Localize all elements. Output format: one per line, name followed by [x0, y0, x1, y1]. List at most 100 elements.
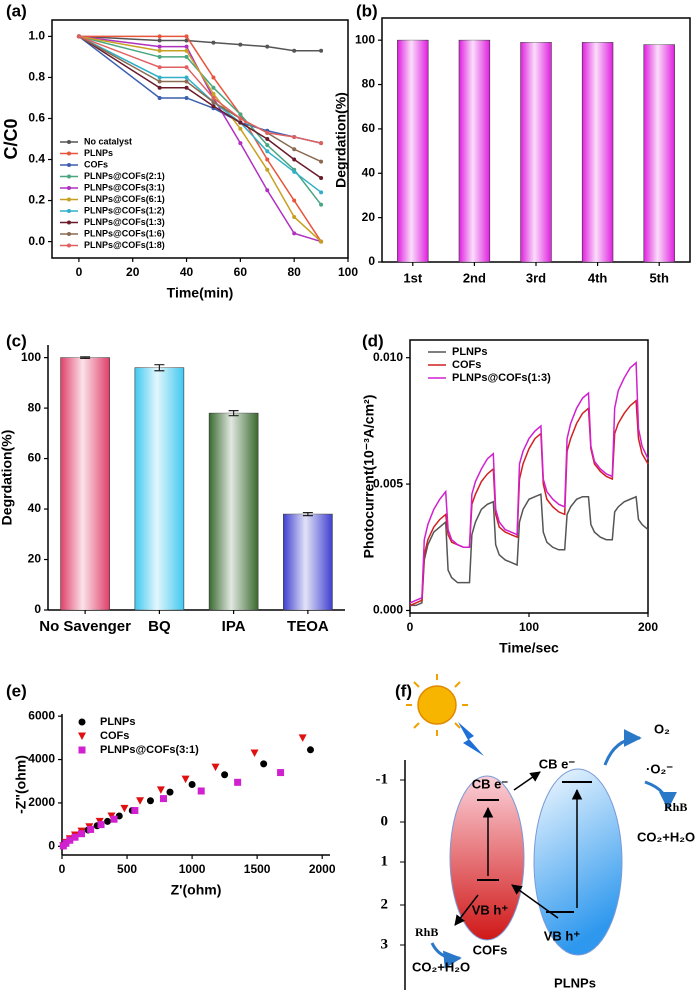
marker [292, 214, 297, 219]
legend-label: No catalyst [84, 136, 132, 146]
marker [292, 157, 297, 162]
marker [211, 763, 220, 772]
y-tick-label: 2000 [28, 795, 55, 809]
marker [211, 100, 216, 105]
y-tick-label: 0.2 [28, 193, 45, 207]
marker [136, 797, 145, 805]
legend-label: PLNPs@COFs(3:1) [100, 744, 199, 756]
marker [87, 825, 95, 833]
marker [66, 836, 74, 844]
legend-label: PLNPs [100, 716, 135, 728]
series-line [78, 35, 322, 206]
legend-label: PLNPs [452, 346, 487, 358]
bar-highlight [209, 413, 259, 610]
series-line [78, 35, 322, 163]
y-tick-label: 0.6 [28, 111, 45, 125]
axis-label: -1 [376, 771, 389, 787]
x-tick-label: 40 [180, 265, 194, 279]
x-tick-label: 0 [76, 265, 83, 279]
marker [319, 159, 324, 164]
series-line [410, 493, 649, 607]
marker [71, 833, 79, 841]
oxidation-arrow [454, 894, 479, 926]
y-tick-label: 60 [28, 451, 42, 465]
mechanism-diagram: (f) -1 0 1 2 3 [376, 674, 695, 990]
marker [110, 815, 118, 823]
marker [184, 54, 189, 59]
marker [188, 781, 196, 788]
marker [62, 839, 70, 847]
y-tick-label: 100 [355, 32, 375, 46]
electron-transfer-arrow [513, 771, 541, 791]
marker [319, 202, 324, 207]
marker [78, 718, 86, 726]
superoxide: ·O₂⁻ [646, 761, 673, 776]
marker [265, 157, 270, 162]
marker [238, 42, 243, 47]
marker [157, 48, 162, 53]
y-axis-label: Degrdation(%) [333, 92, 349, 188]
marker [166, 788, 174, 796]
y-tick-label: 0 [34, 602, 41, 616]
product: CO₂+H₂O [412, 959, 470, 974]
marker [265, 137, 270, 141]
x-tick-label: 3rd [526, 270, 546, 285]
marker [265, 188, 270, 193]
x-tick-label: 1st [403, 270, 422, 285]
y-tick-label: 0 [368, 254, 375, 268]
marker [131, 807, 139, 815]
marker [157, 85, 162, 90]
marker [157, 65, 162, 70]
marker [159, 795, 167, 803]
marker [67, 243, 71, 248]
marker [157, 75, 162, 80]
marker [67, 220, 71, 225]
marker [67, 163, 71, 167]
marker [238, 126, 243, 131]
marker [211, 75, 216, 80]
marker [67, 197, 71, 202]
marker [211, 104, 216, 109]
plnps-label: PLNPs [554, 975, 596, 990]
x-tick-label: 5th [649, 270, 669, 285]
marker [319, 175, 324, 180]
degradation-arrow [430, 942, 462, 969]
marker [157, 34, 162, 39]
marker [234, 778, 242, 786]
series-line [78, 35, 322, 243]
marker [265, 149, 270, 154]
marker [238, 120, 243, 125]
cofs-band [449, 775, 525, 941]
panel-label: (f) [395, 681, 412, 700]
marker [156, 786, 165, 794]
x-tick-label: TEOA [287, 618, 329, 635]
y-tick-label: 0.005 [373, 476, 403, 490]
panel-label: (e) [6, 681, 27, 700]
marker [184, 44, 189, 49]
panel-label: (d) [362, 331, 384, 350]
marker [221, 771, 229, 779]
series-line [409, 361, 649, 604]
cofs-label: COFs [473, 942, 508, 957]
marker [238, 112, 243, 117]
marker [78, 830, 86, 838]
marker [260, 760, 268, 768]
y-axis-label: -Z"(ohm) [13, 755, 29, 814]
marker [277, 769, 285, 777]
legend-label: PLNPs [84, 148, 113, 158]
sun [406, 674, 468, 736]
y-tick-label: 4000 [28, 752, 55, 766]
x-tick-label: 20 [126, 265, 140, 279]
x-tick-label: BQ [148, 618, 171, 635]
x-axis-label: Time(min) [167, 285, 234, 301]
marker [319, 239, 324, 244]
marker [67, 174, 71, 179]
legend-label: PLNPs@COFs(1:3) [452, 372, 551, 384]
marker [184, 34, 189, 39]
y-tick-label: 40 [28, 501, 42, 515]
plot-frame [51, 19, 349, 259]
hole-transfer-arrow [511, 884, 559, 919]
marker [67, 209, 71, 213]
x-tick-label: 4th [588, 270, 608, 285]
marker [184, 75, 189, 80]
